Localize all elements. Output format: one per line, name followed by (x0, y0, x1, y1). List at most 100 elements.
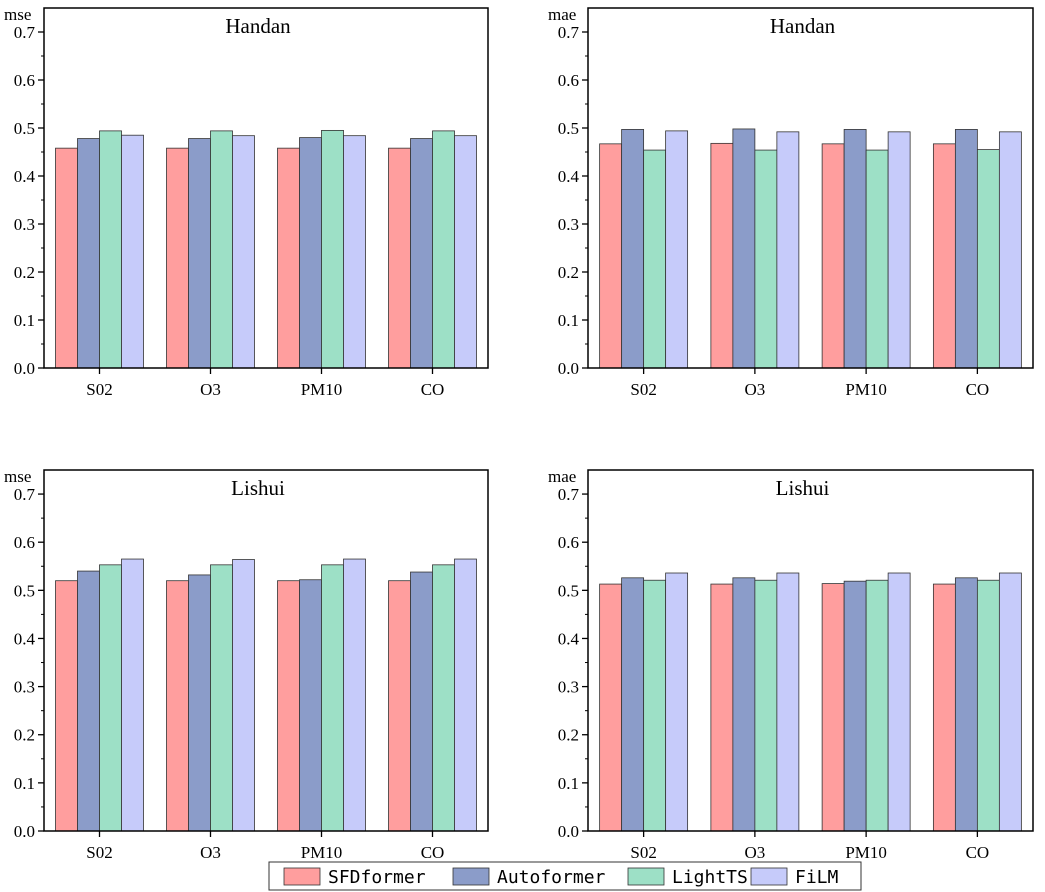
bar-lightts-co (976, 149, 1000, 369)
y-tick-label: 0.7 (558, 485, 580, 504)
bar-sfdformer-s02 (55, 580, 78, 832)
bar-sfdformer-s02 (599, 143, 623, 369)
bar-lightts-s02 (99, 130, 122, 369)
y-tick-label: 0.6 (14, 533, 35, 552)
y-tick-label: 0.5 (558, 581, 579, 600)
y-tick-label: 0.6 (14, 71, 35, 90)
bar-autoformer-co (954, 129, 978, 369)
bar-autoformer-co (954, 577, 978, 832)
chart-title: Lishui (776, 476, 830, 500)
chart-panel-3: 0.0 0.1 0.2 0.3 0.4 0.5 0.6 0.7 S02 O3 PM10 CO mse Li… (4, 467, 489, 862)
x-tick-label: CO (966, 380, 990, 399)
y-tick-label: 0.4 (14, 167, 36, 186)
y-axis-label: mse (4, 467, 31, 486)
y-tick-label: 0.4 (558, 167, 580, 186)
bar-autoformer-pm10 (299, 579, 322, 832)
x-tick-label: CO (966, 843, 990, 862)
bar-lightts-pm10 (865, 149, 889, 369)
bar-autoformer-o3 (732, 128, 756, 369)
bar-sfdformer-o3 (710, 583, 734, 832)
bar-film-s02 (665, 130, 689, 369)
bar-film-o3 (776, 572, 800, 832)
bar-lightts-co (432, 130, 455, 369)
x-tick-label: PM10 (845, 380, 887, 399)
bar-autoformer-co (410, 138, 433, 369)
bar-film-co (454, 135, 477, 369)
legend-swatch-film (750, 867, 788, 886)
x-tick-label: S02 (86, 843, 112, 862)
x-tick-label: O3 (200, 380, 221, 399)
bar-autoformer-s02 (77, 138, 100, 369)
y-tick-label: 0.3 (558, 215, 579, 234)
x-tick-label: CO (421, 380, 445, 399)
bar-film-s02 (665, 572, 689, 832)
bar-sfdformer-pm10 (821, 143, 845, 369)
bar-film-s02 (121, 558, 144, 832)
y-axis-label: mae (548, 467, 576, 486)
y-tick-label: 0.5 (558, 119, 579, 138)
bar-film-o3 (232, 135, 255, 369)
x-tick-label: S02 (630, 843, 656, 862)
x-tick-label: O3 (744, 843, 765, 862)
bar-lightts-pm10 (321, 129, 344, 369)
y-tick-label: 0.4 (14, 629, 36, 648)
legend-label-film: FiLM (795, 867, 839, 888)
chart-title: Handan (770, 14, 836, 38)
plot-frame (587, 7, 1034, 369)
y-tick-label: 0.6 (558, 533, 579, 552)
bar-lightts-co (976, 579, 1000, 832)
legend: SFDformer Autoformer LightTS FiLM (268, 861, 862, 891)
plot-frame (43, 469, 489, 832)
y-axis-label: mse (4, 5, 31, 24)
y-tick-label: 0.7 (14, 485, 36, 504)
legend-label-autoformer: Autoformer (497, 867, 606, 888)
y-tick-label: 0.2 (558, 263, 579, 282)
bar-lightts-o3 (210, 130, 233, 369)
y-tick-label: 0.5 (14, 119, 35, 138)
bar-film-o3 (776, 131, 800, 369)
legend-label-sfdformer: SFDformer (328, 867, 426, 888)
bar-autoformer-o3 (732, 577, 756, 832)
bar-lightts-o3 (754, 149, 778, 369)
y-tick-label: 0.2 (558, 726, 579, 745)
x-tick-label: PM10 (845, 843, 887, 862)
bar-sfdformer-pm10 (821, 583, 845, 832)
bar-sfdformer-co (932, 143, 956, 369)
bar-lightts-o3 (210, 564, 233, 832)
bar-lightts-s02 (643, 149, 667, 369)
bar-sfdformer-co (388, 580, 411, 832)
x-tick-label: O3 (744, 380, 765, 399)
chart-title: Handan (225, 14, 291, 38)
bar-film-o3 (232, 559, 255, 832)
bar-film-co (998, 572, 1022, 832)
x-tick-label: PM10 (301, 843, 343, 862)
bar-lightts-pm10 (865, 579, 889, 832)
y-axis-label: mae (548, 5, 576, 24)
chart-panel-2: 0.0 0.1 0.2 0.3 0.4 0.5 0.6 0.7 S02 O3 PM10 CO mae Ha… (548, 5, 1034, 399)
y-tick-label: 0.1 (14, 774, 35, 793)
chart-panel-4: 0.0 0.1 0.2 0.3 0.4 0.5 0.6 0.7 S02 O3 PM10 CO mae Li… (548, 467, 1034, 862)
x-tick-label: CO (421, 843, 445, 862)
y-tick-label: 0.6 (558, 71, 579, 90)
y-tick-label: 0.1 (558, 774, 579, 793)
x-tick-label: S02 (630, 380, 656, 399)
legend-swatch-sfdformer (283, 867, 321, 886)
bar-sfdformer-co (388, 147, 411, 369)
y-tick-label: 0.1 (14, 311, 35, 330)
x-tick-label: S02 (86, 380, 112, 399)
y-tick-label: 0.0 (14, 359, 35, 378)
bar-autoformer-s02 (621, 577, 645, 832)
bar-sfdformer-co (932, 583, 956, 832)
bar-autoformer-pm10 (843, 580, 867, 832)
bar-film-pm10 (343, 558, 366, 832)
bar-lightts-o3 (754, 579, 778, 832)
legend-label-lightts: LightTS (672, 867, 748, 888)
bar-film-pm10 (343, 135, 366, 369)
bar-film-pm10 (887, 572, 911, 832)
bar-sfdformer-o3 (166, 147, 189, 369)
x-tick-label: O3 (200, 843, 221, 862)
legend-swatch-autoformer (452, 867, 490, 886)
bar-autoformer-o3 (188, 574, 211, 832)
bar-sfdformer-o3 (166, 580, 189, 832)
